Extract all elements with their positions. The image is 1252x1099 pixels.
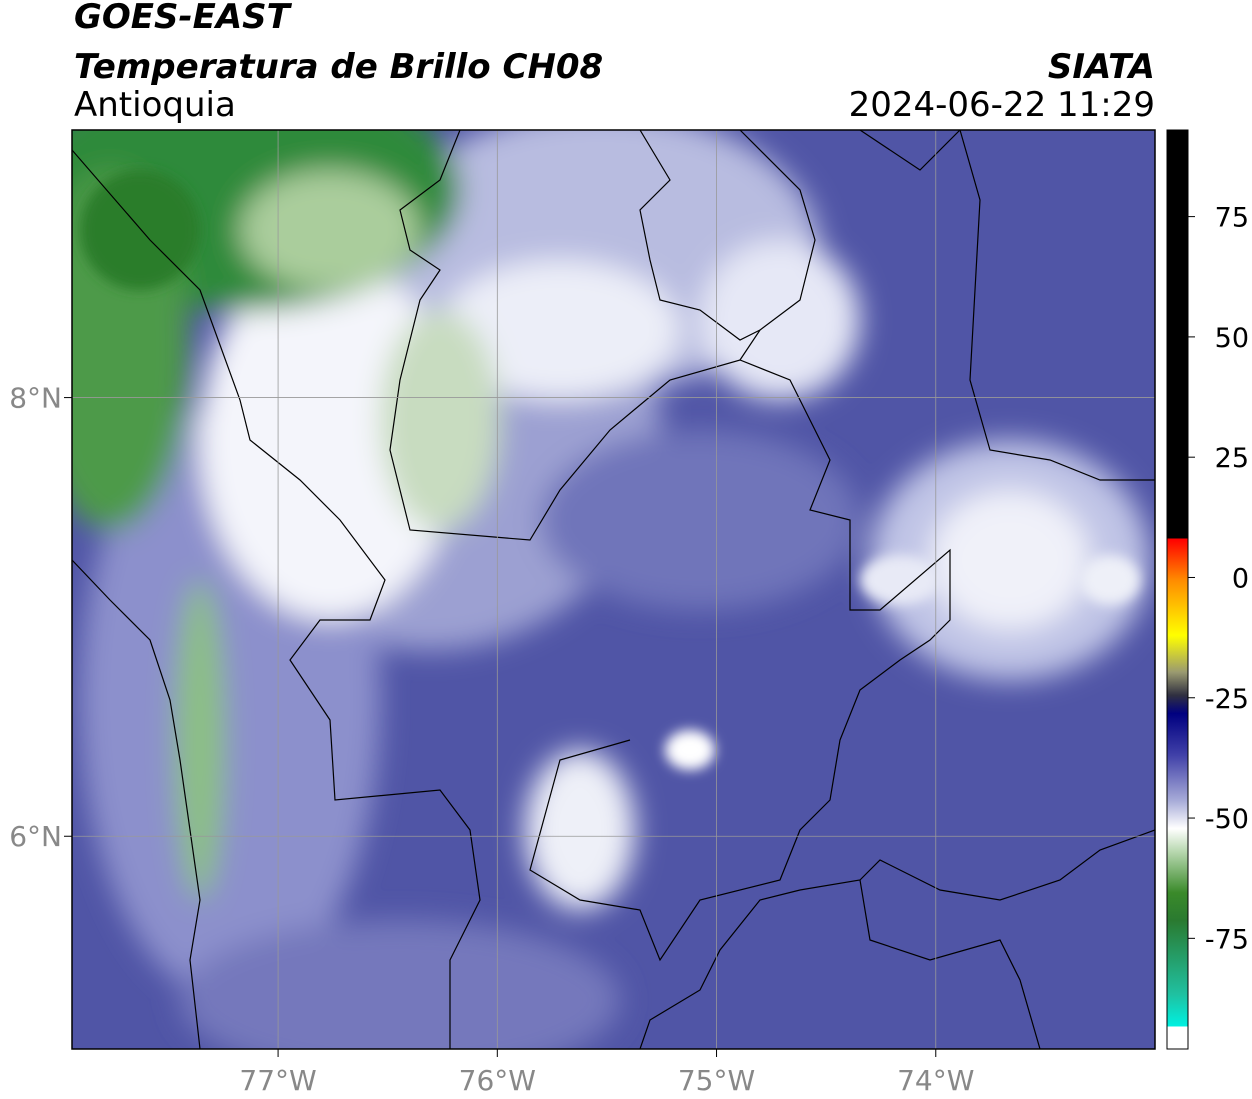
x-tick-label: 75°W xyxy=(678,1064,755,1097)
y-tick-label: 6°N xyxy=(9,820,62,853)
colorbar-tick-label: -50 xyxy=(1205,804,1249,835)
satellite-image xyxy=(72,130,1155,1049)
y-tick-label: 8°N xyxy=(9,382,62,415)
colorbar xyxy=(1166,129,1189,1050)
colorbar-tick-label: -25 xyxy=(1205,684,1249,715)
colorbar-tick-label: 50 xyxy=(1215,323,1249,354)
colorbar-tick-label: 25 xyxy=(1215,443,1249,474)
datetime: 2024-06-22 11:29 xyxy=(849,85,1155,125)
colorbar-tick-label: -75 xyxy=(1205,924,1249,955)
colorbar-tick-label: 75 xyxy=(1215,203,1249,234)
x-tick-label: 76°W xyxy=(459,1064,536,1097)
x-tick-label: 74°W xyxy=(897,1064,974,1097)
colorbar-tick-label: 0 xyxy=(1232,563,1249,594)
region: Antioquia xyxy=(74,85,236,125)
source: SIATA xyxy=(1048,47,1155,87)
product: Temperatura de Brillo CH08 xyxy=(74,47,603,87)
satellite: GOES-EAST xyxy=(74,0,293,37)
map-frame xyxy=(71,129,1156,1050)
x-tick-label: 77°W xyxy=(239,1064,316,1097)
